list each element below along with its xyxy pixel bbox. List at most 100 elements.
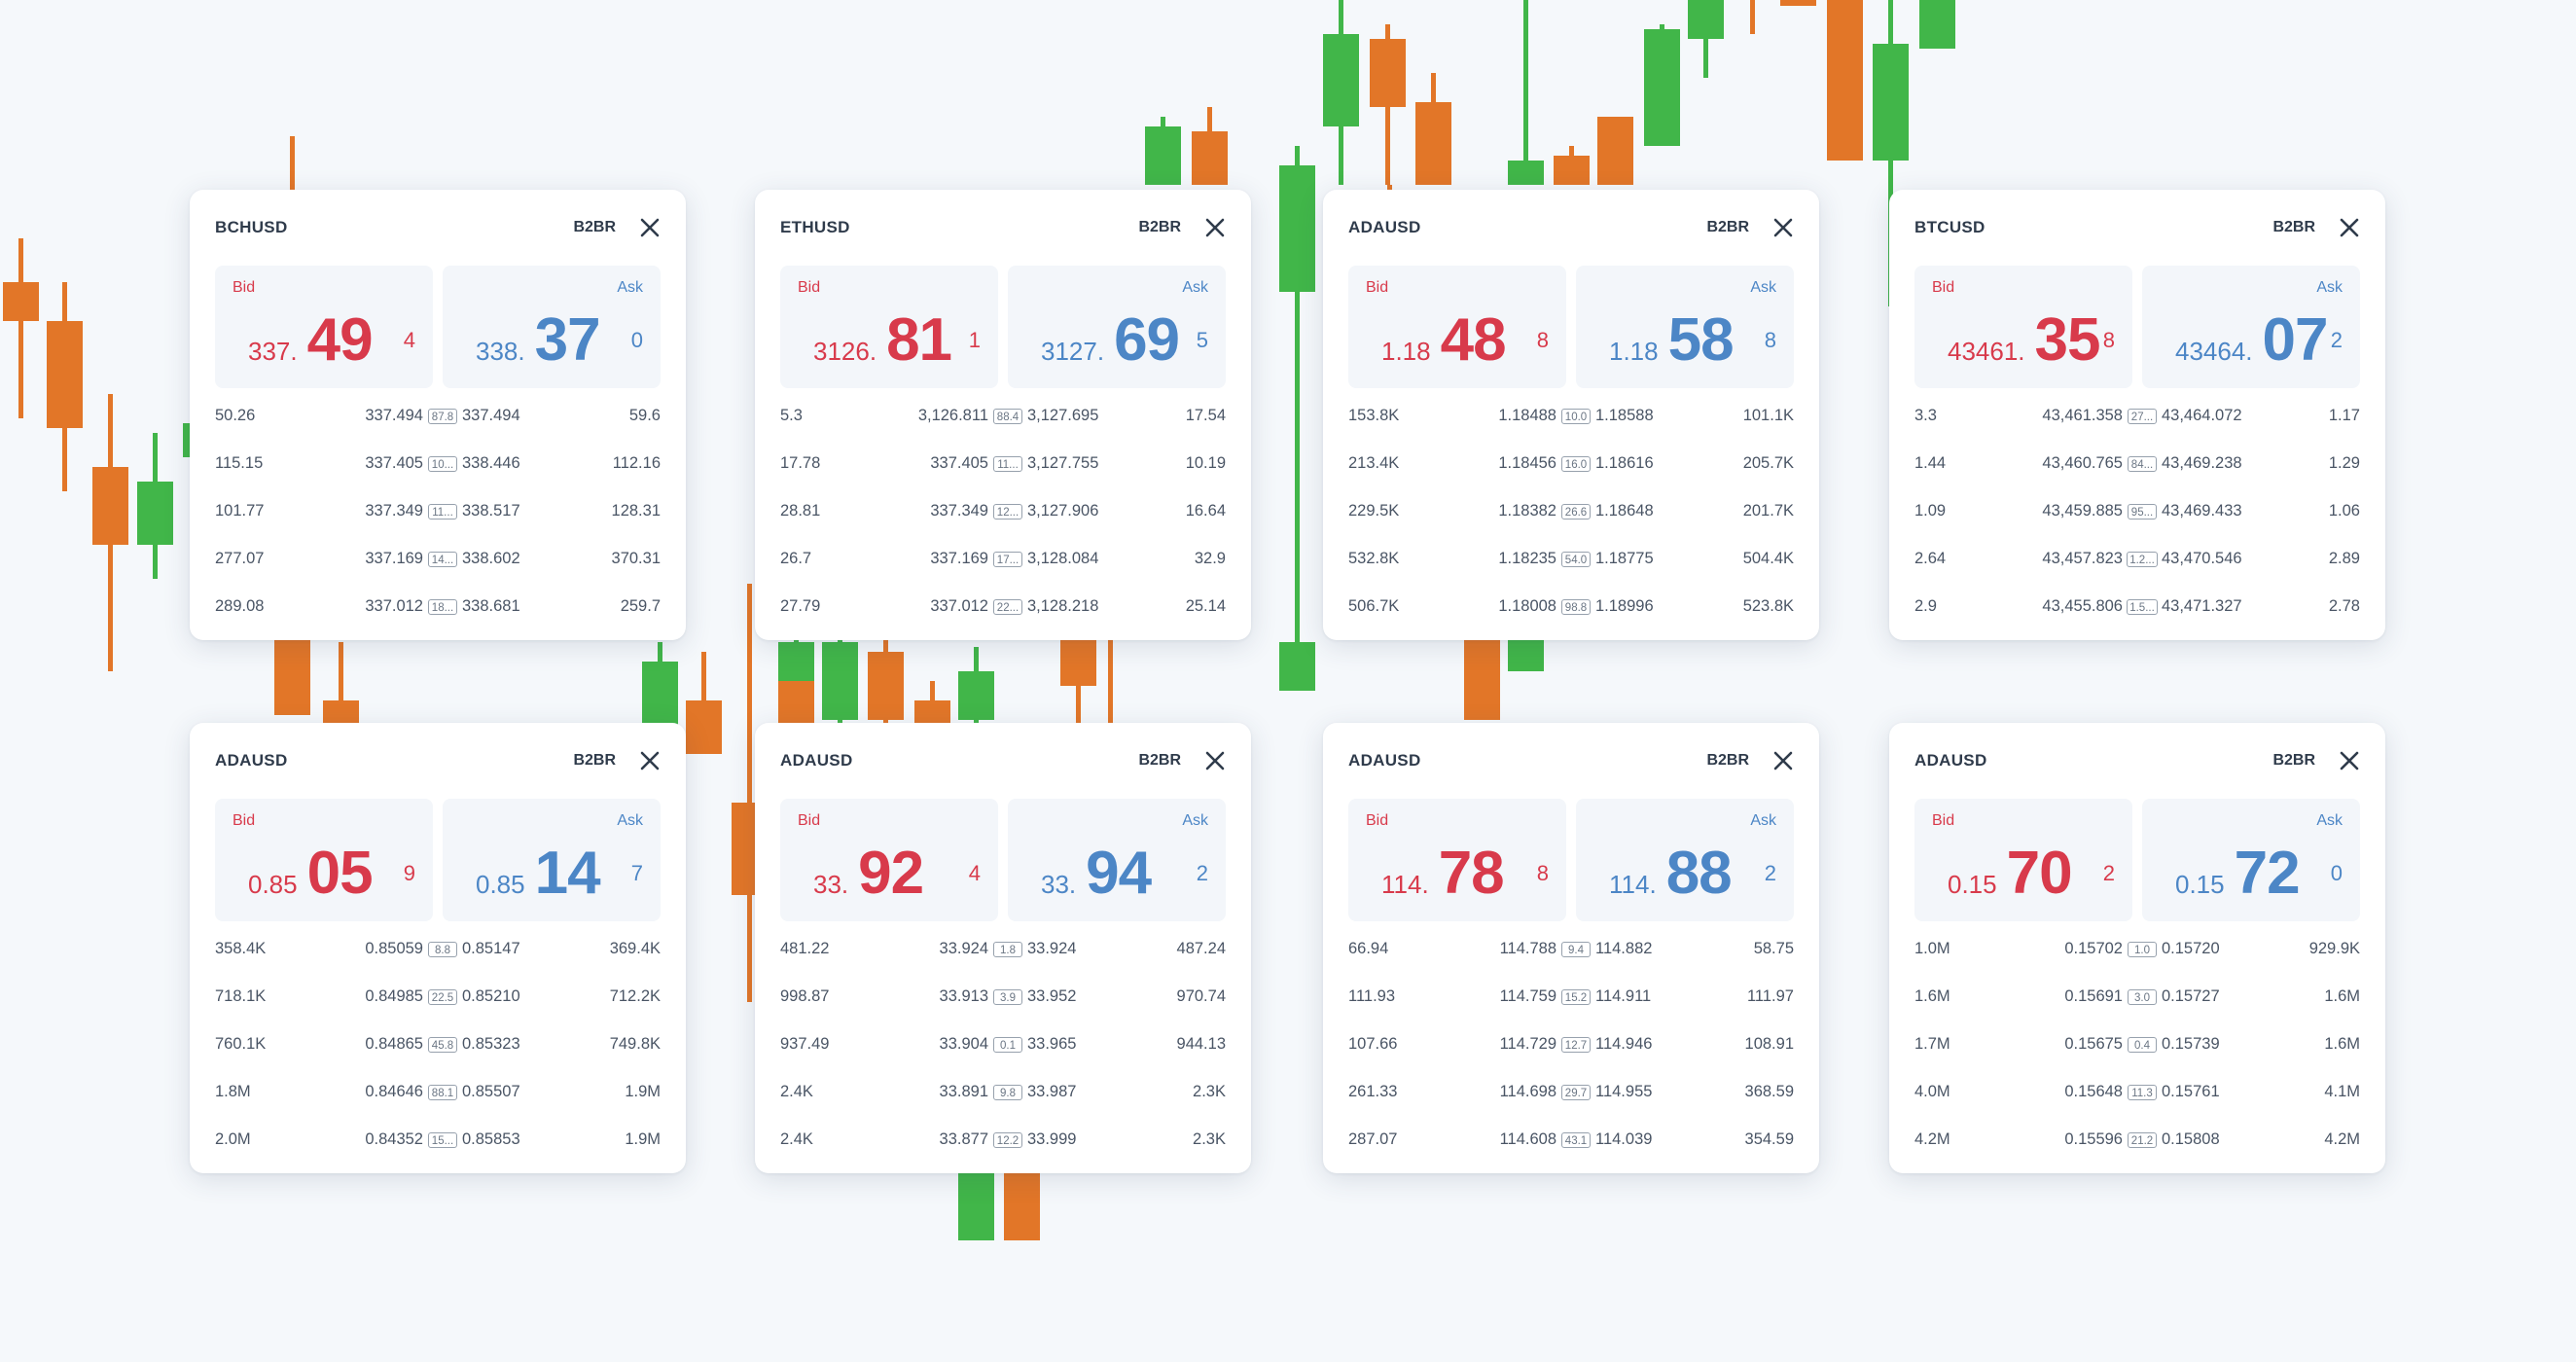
- ask-size: 32.9: [1194, 550, 1226, 567]
- bid-price: 1.18382: [1498, 502, 1556, 520]
- background-candle: [1004, 1163, 1040, 1240]
- bid-price: 0.84352: [365, 1130, 423, 1148]
- close-icon[interactable]: [639, 217, 661, 238]
- ask-panel[interactable]: Ask 33. 94 2: [1008, 799, 1226, 921]
- bid-panel[interactable]: Bid 1.18 48 8: [1348, 266, 1566, 388]
- order-book-row[interactable]: 2.9 43,455.806 1.5... 43,471.327 2.78: [1914, 583, 2360, 630]
- ask-panel[interactable]: Ask 43464. 07 2: [2142, 266, 2360, 388]
- order-book-row[interactable]: 115.15 337.405 10... 338.446 112.16: [215, 440, 661, 487]
- order-book-row[interactable]: 3.3 43,461.358 27... 43,464.072 1.17: [1914, 392, 2360, 440]
- quote-widget-card: ADAUSD B2BR Bid 0.15 70 2: [1889, 723, 2385, 1173]
- close-icon[interactable]: [2339, 217, 2360, 238]
- order-book-row[interactable]: 2.4K 33.877 12.2 33.999 2.3K: [780, 1116, 1226, 1164]
- ask-panel[interactable]: Ask 0.15 72 0: [2142, 799, 2360, 921]
- bid-panel[interactable]: Bid 3126. 81 1: [780, 266, 998, 388]
- bid-price-prefix: 33.: [813, 870, 849, 899]
- order-book-row[interactable]: 718.1K 0.84985 22.5 0.85210 712.2K: [215, 973, 661, 1021]
- order-book-row[interactable]: 289.08 337.012 18... 338.681 259.7: [215, 583, 661, 630]
- order-book-row[interactable]: 1.6M 0.15691 3.0 0.15727 1.6M: [1914, 973, 2360, 1021]
- bid-panel[interactable]: Bid 43461. 35 8: [1914, 266, 2132, 388]
- bid-panel[interactable]: Bid 0.85 05 9: [215, 799, 433, 921]
- order-book-row[interactable]: 1.09 43,459.885 95... 43,469.433 1.06: [1914, 487, 2360, 535]
- order-book-row[interactable]: 17.78 337.405 11... 3,127.755 10.19: [780, 440, 1226, 487]
- quote-panels: Bid 0.85 05 9 Ask 0.85 14: [215, 799, 661, 921]
- order-book-row[interactable]: 26.7 337.169 17... 3,128.084 32.9: [780, 535, 1226, 583]
- background-candle: [47, 282, 83, 491]
- ask-price: 114.946: [1595, 1035, 1653, 1053]
- bid-panel[interactable]: Bid 114. 78 8: [1348, 799, 1566, 921]
- bid-panel[interactable]: Bid 0.15 70 2: [1914, 799, 2132, 921]
- background-candle: [642, 642, 678, 739]
- order-book-row[interactable]: 50.26 337.494 87.8 337.494 59.6: [215, 392, 661, 440]
- spread-badge: 1.5...: [2127, 598, 2158, 615]
- order-book-row[interactable]: 111.93 114.759 15.2 114.911 111.97: [1348, 973, 1794, 1021]
- order-book-row[interactable]: 5.3 3,126.811 88.4 3,127.695 17.54: [780, 392, 1226, 440]
- bid-panel[interactable]: Bid 33. 92 4: [780, 799, 998, 921]
- close-icon[interactable]: [1772, 217, 1794, 238]
- order-book-row[interactable]: 481.22 33.924 1.8 33.924 487.24: [780, 925, 1226, 973]
- bid-price: 43,457.823: [2042, 550, 2123, 567]
- ask-price: 114.039: [1595, 1130, 1653, 1148]
- order-book-row[interactable]: 153.8K 1.18488 10.0 1.18588 101.1K: [1348, 392, 1794, 440]
- spread-badge: 95...: [2128, 503, 2157, 520]
- ask-price: 338.681: [462, 597, 520, 615]
- bid-price: 114.788: [1499, 940, 1556, 957]
- spread-badge: 10...: [428, 455, 457, 472]
- order-book-row[interactable]: 1.44 43,460.765 84... 43,469.238 1.29: [1914, 440, 2360, 487]
- close-icon[interactable]: [639, 750, 661, 771]
- order-book-row[interactable]: 27.79 337.012 22... 3,128.218 25.14: [780, 583, 1226, 630]
- order-book-row[interactable]: 1.7M 0.15675 0.4 0.15739 1.6M: [1914, 1021, 2360, 1068]
- order-book-row[interactable]: 532.8K 1.18235 54.0 1.18775 504.4K: [1348, 535, 1794, 583]
- close-icon[interactable]: [1204, 217, 1226, 238]
- ask-panel[interactable]: Ask 3127. 69 5: [1008, 266, 1226, 388]
- order-book-row[interactable]: 287.07 114.608 43.1 114.039 354.59: [1348, 1116, 1794, 1164]
- ask-panel[interactable]: Ask 338. 37 0: [443, 266, 661, 388]
- order-book-row[interactable]: 1.8M 0.84646 88.1 0.85507 1.9M: [215, 1068, 661, 1116]
- bid-price-prefix: 0.85: [248, 870, 298, 899]
- bid-price: 337.012: [930, 597, 988, 615]
- order-book-row[interactable]: 358.4K 0.85059 8.8 0.85147 369.4K: [215, 925, 661, 973]
- order-book-row[interactable]: 506.7K 1.18008 98.8 1.18996 523.8K: [1348, 583, 1794, 630]
- ask-panel[interactable]: Ask 0.85 14 7: [443, 799, 661, 921]
- bid-price-prefix: 114.: [1381, 870, 1429, 899]
- ask-panel[interactable]: Ask 114. 88 2: [1576, 799, 1794, 921]
- close-icon[interactable]: [1772, 750, 1794, 771]
- order-book-row[interactable]: 760.1K 0.84865 45.8 0.85323 749.8K: [215, 1021, 661, 1068]
- bid-price: 0.15596: [2064, 1130, 2123, 1148]
- order-book-row[interactable]: 4.0M 0.15648 11.3 0.15761 4.1M: [1914, 1068, 2360, 1116]
- close-icon[interactable]: [2339, 750, 2360, 771]
- order-book-row[interactable]: 2.64 43,457.823 1.2... 43,470.546 2.89: [1914, 535, 2360, 583]
- order-book-row[interactable]: 937.49 33.904 0.1 33.965 944.13: [780, 1021, 1226, 1068]
- bid-size: 5.3: [780, 407, 803, 424]
- ask-label: Ask: [1750, 812, 1776, 829]
- ask-panel[interactable]: Ask 1.18 58 8: [1576, 266, 1794, 388]
- background-candle: [1827, 0, 1863, 161]
- order-book-row[interactable]: 213.4K 1.18456 16.0 1.18616 205.7K: [1348, 440, 1794, 487]
- ask-price-big: 69: [1114, 306, 1180, 374]
- bid-panel[interactable]: Bid 337. 49 4: [215, 266, 433, 388]
- order-book-row[interactable]: 101.77 337.349 11... 338.517 128.31: [215, 487, 661, 535]
- order-book-row[interactable]: 28.81 337.349 12... 3,127.906 16.64: [780, 487, 1226, 535]
- order-book-row[interactable]: 2.4K 33.891 9.8 33.987 2.3K: [780, 1068, 1226, 1116]
- exchange-label: B2BR: [2272, 219, 2315, 235]
- quote-panels: Bid 0.15 70 2 Ask 0.15 72: [1914, 799, 2360, 921]
- order-book-row[interactable]: 2.0M 0.84352 15... 0.85853 1.9M: [215, 1116, 661, 1164]
- bid-size: 2.4K: [780, 1083, 813, 1100]
- spread-badge: 43.1: [1561, 1131, 1591, 1148]
- bid-price: 3,126.811: [917, 407, 988, 424]
- order-book-row[interactable]: 229.5K 1.18382 26.6 1.18648 201.7K: [1348, 487, 1794, 535]
- order-book-row[interactable]: 998.87 33.913 3.9 33.952 970.74: [780, 973, 1226, 1021]
- ask-size: 929.9K: [2308, 940, 2360, 957]
- order-book-row[interactable]: 107.66 114.729 12.7 114.946 108.91: [1348, 1021, 1794, 1068]
- background-candle: [1323, 0, 1359, 185]
- bid-size: 17.78: [780, 454, 821, 472]
- order-book-row[interactable]: 261.33 114.698 29.7 114.955 368.59: [1348, 1068, 1794, 1116]
- order-book-row[interactable]: 1.0M 0.15702 1.0 0.15720 929.9K: [1914, 925, 2360, 973]
- ask-price: 1.18616: [1595, 454, 1654, 472]
- order-book-row[interactable]: 277.07 337.169 14... 338.602 370.31: [215, 535, 661, 583]
- bid-size: 937.49: [780, 1035, 830, 1053]
- order-book-row[interactable]: 4.2M 0.15596 21.2 0.15808 4.2M: [1914, 1116, 2360, 1164]
- close-icon[interactable]: [1204, 750, 1226, 771]
- ask-size: 944.13: [1176, 1035, 1226, 1053]
- order-book-row[interactable]: 66.94 114.788 9.4 114.882 58.75: [1348, 925, 1794, 973]
